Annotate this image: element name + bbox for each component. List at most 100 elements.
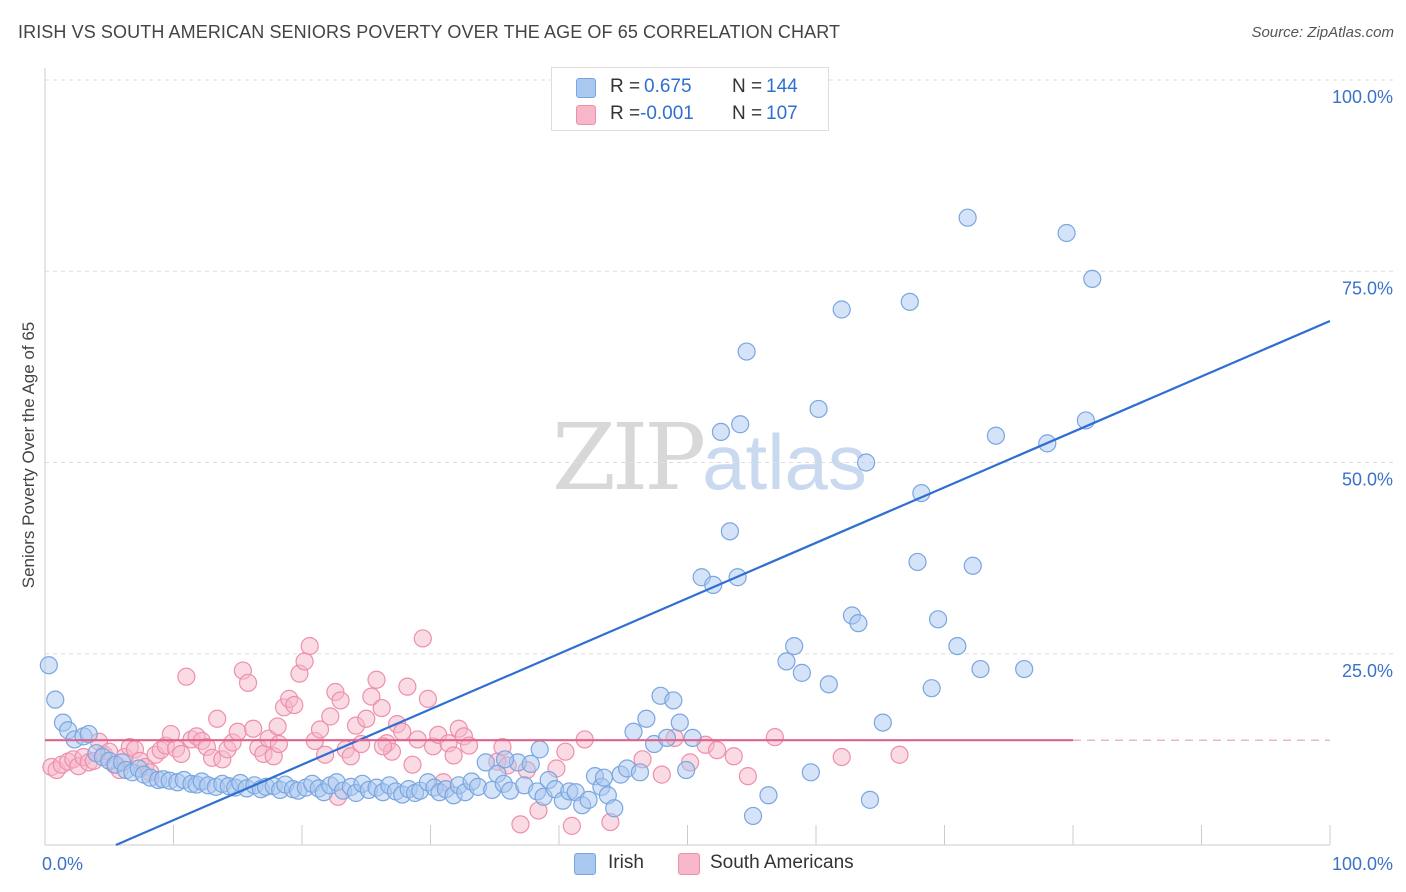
irish-point [495, 750, 515, 769]
irish-point [1057, 223, 1076, 243]
south-americans-point [208, 709, 227, 728]
axes [44, 68, 1331, 846]
irish-point [948, 636, 967, 656]
irish-point [731, 415, 750, 434]
irish-point [605, 799, 624, 818]
irish-point [79, 724, 98, 744]
irish-point [928, 610, 948, 629]
irish-point [857, 453, 876, 472]
irish-point [720, 522, 740, 541]
legend-r-value: -0.001 [640, 103, 694, 124]
irish-point [1015, 659, 1034, 679]
south-americans-point [341, 747, 360, 766]
legend-n-value: 107 [766, 103, 798, 124]
irish-point [963, 556, 982, 575]
irish-legend-swatch [574, 853, 596, 875]
south-americans-point [459, 736, 479, 755]
irish-points [39, 208, 1102, 826]
irish-point [801, 763, 820, 782]
south-americans-point [367, 670, 386, 689]
irish-point [759, 786, 778, 805]
legend-r-label: R = [610, 76, 641, 97]
trend-lines [45, 319, 1331, 847]
irish-point [46, 690, 65, 709]
legend-r-value: 0.675 [644, 76, 692, 97]
irish-point [908, 552, 927, 572]
irish-point [958, 208, 977, 227]
irish-point [683, 728, 702, 748]
irish-point [530, 740, 549, 759]
south-americans-point [724, 747, 743, 766]
irish-point [657, 728, 677, 748]
watermark-zip: ZIP [552, 404, 706, 511]
south-americans-point [444, 746, 463, 765]
south-americans-legend-swatch [678, 853, 700, 875]
legend-r-label: R = [610, 103, 641, 124]
irish-point [743, 806, 763, 826]
south-americans-point [357, 709, 376, 728]
irish-point [986, 426, 1006, 445]
south-americans-point [413, 629, 432, 648]
south-americans-point [403, 755, 422, 774]
south-americans-point [310, 720, 330, 739]
irish-point [809, 399, 828, 419]
irish-trend-line [115, 319, 1331, 847]
legend-row-south-americans: R = -0.001 N = 107 [552, 101, 828, 127]
legend-row-irish: R = 0.675 N = 144 [552, 74, 828, 100]
south-americans-point [177, 667, 196, 686]
irish-point [900, 292, 919, 311]
y-axis-label: Seniors Poverty Over the Age of 65 [19, 322, 38, 588]
irish-point [579, 790, 598, 809]
irish-point [873, 713, 892, 732]
irish-point [630, 763, 650, 782]
legend-n-label: N = [732, 76, 763, 97]
y-tick-label: 25.0% [1342, 661, 1393, 681]
grid [45, 79, 1396, 655]
y-tick-label: 50.0% [1342, 470, 1393, 490]
irish-point [594, 768, 614, 787]
irish-point [664, 691, 683, 710]
irish-legend-label: Irish [608, 852, 644, 873]
irish-point [476, 753, 495, 772]
legend-n-label: N = [732, 103, 763, 124]
x-tick-label: 0.0% [42, 854, 83, 874]
south-americans-point [295, 652, 314, 671]
south-americans-point [652, 765, 671, 784]
chart-title: IRISH VS SOUTH AMERICAN SENIORS POVERTY … [18, 22, 841, 42]
south-americans-point [738, 767, 757, 786]
south-americans-point [362, 687, 381, 706]
irish-point [971, 659, 990, 679]
south-americans-point [269, 734, 288, 754]
irish-point [677, 760, 696, 780]
irish-point [39, 656, 58, 675]
south-americans-point [331, 691, 350, 710]
south-americans-point [562, 816, 581, 835]
tick-labels: 25.0% 50.0% 75.0% 100.0% 0.0% 100.0% [42, 87, 1393, 874]
south-americans-point [321, 707, 340, 726]
source-label: Source: ZipAtlas.com [1251, 24, 1394, 41]
irish-point [819, 675, 838, 694]
irish-point [637, 709, 656, 728]
south-americans-point [285, 695, 304, 715]
irish-point [792, 663, 811, 682]
irish-point [624, 722, 643, 741]
south-americans-point [300, 636, 319, 656]
irish-point [711, 422, 731, 441]
irish-swatch [576, 78, 596, 98]
south-americans-point [890, 745, 909, 764]
irish-point [777, 652, 796, 671]
y-tick-label: 75.0% [1342, 278, 1393, 298]
x-tick-label: 100.0% [1332, 854, 1393, 874]
south-americans-point [765, 728, 784, 747]
south-americans-point [268, 717, 287, 736]
legend-n-value: 144 [766, 76, 798, 97]
irish-point [1083, 269, 1102, 288]
south-americans-point [228, 722, 247, 741]
south-americans-point [707, 741, 727, 760]
irish-point [849, 614, 868, 633]
south-americans-point [244, 719, 263, 738]
south-americans-legend-label: South Americans [710, 852, 854, 873]
south-americans-point [511, 815, 530, 834]
